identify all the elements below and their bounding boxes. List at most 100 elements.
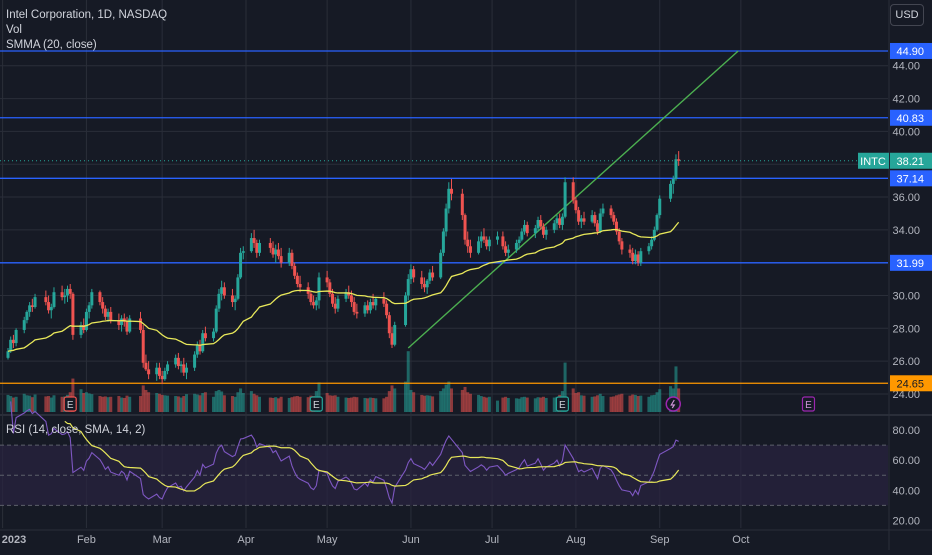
volume-bar [11, 397, 15, 412]
volume-bar [293, 396, 297, 412]
volume-bar [298, 396, 302, 412]
candle-body [317, 277, 321, 301]
candle-body [144, 362, 148, 370]
candle-body [9, 339, 13, 352]
volume-bar [60, 396, 64, 412]
time-axis: 2023 Feb Mar Apr May Jun Jul Aug Sep Oct [2, 534, 750, 546]
candle-body [390, 333, 394, 345]
price-tick-label: 26.00 [892, 356, 920, 368]
candle-body [544, 229, 548, 235]
volume-series [6, 351, 681, 412]
dividend-icon [665, 396, 682, 412]
candle-body [636, 254, 640, 263]
volume-bar [574, 393, 578, 412]
candle-body [406, 279, 410, 296]
volume-bar [382, 398, 386, 412]
legend-title[interactable]: Intel Corporation, 1D, NASDAQ [6, 9, 168, 21]
earnings-icon [801, 396, 816, 412]
currency-button[interactable]: USD [890, 4, 924, 26]
candle-body [214, 308, 218, 332]
candle-body [60, 292, 64, 298]
volume-bar [650, 395, 654, 412]
candle-body [612, 215, 616, 222]
volume-bar [596, 395, 600, 412]
volume-bar [479, 396, 483, 412]
candle-body [241, 251, 245, 253]
volume-bar [306, 397, 310, 412]
time-tick-label: May [317, 534, 338, 546]
legend-smma[interactable]: SMMA (20, close) [6, 39, 97, 51]
volume-bar [71, 378, 75, 412]
candle-body [574, 200, 578, 211]
candle-body [482, 236, 486, 240]
candle-body [647, 246, 651, 252]
candle-body [184, 367, 188, 373]
volume-bar [539, 397, 543, 412]
volume-bar [363, 397, 367, 412]
horizontal-levels [0, 50, 888, 384]
candle-body [658, 198, 662, 216]
candle-body [349, 295, 353, 303]
candle-body [577, 210, 581, 222]
candle-body [333, 303, 337, 309]
candle-body [463, 215, 467, 240]
volume-bar [571, 388, 575, 412]
candle-body [571, 182, 575, 201]
volume-bar [230, 396, 234, 412]
price-tick-label: 44.00 [892, 61, 920, 73]
candle-body [468, 246, 472, 253]
price-tick-label: 42.00 [892, 94, 920, 106]
volume-bar [125, 395, 129, 412]
volume-bar [239, 388, 243, 412]
candle-body [517, 239, 521, 243]
candle-body [495, 236, 499, 240]
volume-bar [198, 395, 202, 412]
legend-volume[interactable]: Vol [6, 24, 22, 36]
candle-body [420, 277, 424, 284]
candle-body [404, 295, 408, 326]
volume-bar [404, 381, 408, 412]
candle-body [68, 288, 72, 294]
volume-bar [431, 396, 435, 412]
volume-bar [295, 396, 299, 412]
level-price-tag [890, 254, 932, 271]
volume-bar [501, 397, 505, 412]
candle-body [479, 236, 483, 242]
candle-body [63, 295, 67, 298]
smma-line [7, 221, 680, 352]
candle-body [314, 300, 318, 306]
candle-body [328, 282, 332, 294]
last-price-tag [890, 152, 932, 169]
candle-body [30, 305, 34, 307]
candle-body [309, 293, 313, 303]
candle-body [504, 246, 508, 253]
legend-rsi[interactable]: RSI (14, close, SMA, 14, 2) [6, 424, 146, 436]
candle-body [536, 220, 540, 229]
volume-bar [463, 386, 467, 412]
candle-body [347, 292, 351, 296]
volume-bar [212, 396, 216, 412]
volume-bar [514, 398, 518, 412]
price-tick-label: 30.00 [892, 290, 920, 302]
price-tick-label: 40.00 [892, 126, 920, 138]
volume-bar [252, 393, 256, 412]
volume-bar [541, 396, 545, 412]
volume-bar [103, 396, 107, 412]
volume-bar [144, 389, 148, 412]
volume-bar [141, 385, 145, 412]
candle-body [44, 297, 48, 303]
candle-body [582, 218, 586, 222]
volume-bar [533, 398, 537, 412]
volume-bar [506, 397, 510, 412]
candle-body [422, 284, 426, 288]
volume-bar [84, 392, 88, 412]
candle-body [193, 354, 197, 368]
volume-bar [612, 396, 616, 412]
volume-bar [598, 393, 602, 412]
volume-bar [504, 396, 508, 412]
candle-body [82, 325, 86, 330]
candle-body [590, 215, 594, 222]
volume-bar [271, 397, 275, 412]
